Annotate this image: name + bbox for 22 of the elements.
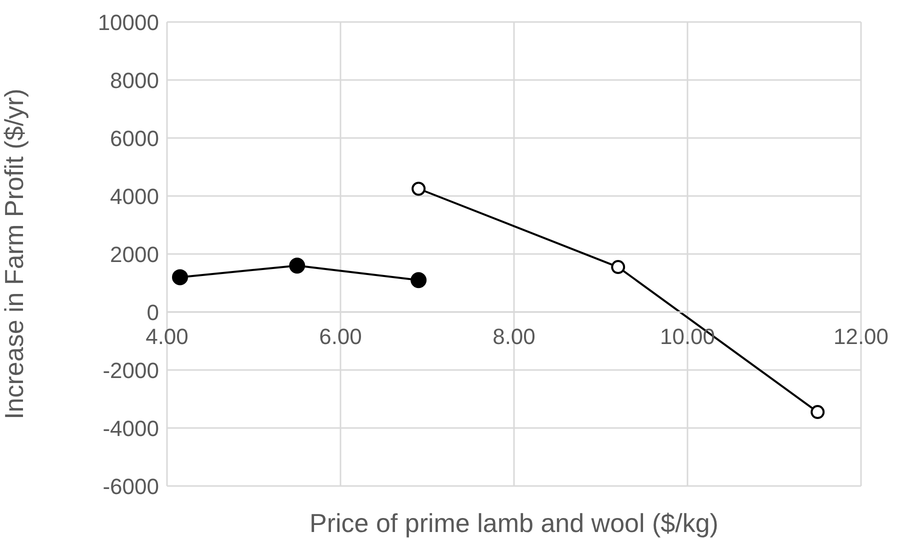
y-tick-label: -2000 [102, 358, 159, 383]
y-tick-label: -4000 [102, 416, 159, 441]
point [172, 269, 188, 286]
point [410, 272, 427, 288]
y-tick-label: 6000 [110, 126, 159, 151]
point [810, 405, 825, 420]
x-tick-label: 4.00 [146, 324, 188, 349]
point [289, 258, 306, 274]
x-tick-label: 6.00 [319, 324, 362, 349]
point [611, 260, 626, 274]
y-axis-title: Increase in Farm Profit ($/yr) [0, 88, 30, 420]
x-tick-label: 10.00 [660, 324, 716, 349]
y-tick-label: -6000 [102, 474, 159, 499]
x-tick-label: 12.00 [833, 324, 889, 349]
y-tick-label: 4000 [110, 184, 159, 209]
y-tick-label: 8000 [110, 68, 159, 93]
y-tick-label: 10000 [98, 10, 159, 35]
x-axis-title: Price of prime lamb and wool ($/kg) [310, 508, 718, 538]
point [412, 182, 426, 196]
y-tick-label: 2000 [110, 242, 159, 267]
x-tick-label: 8.00 [492, 324, 536, 349]
y-tick-label: 0 [146, 300, 159, 325]
